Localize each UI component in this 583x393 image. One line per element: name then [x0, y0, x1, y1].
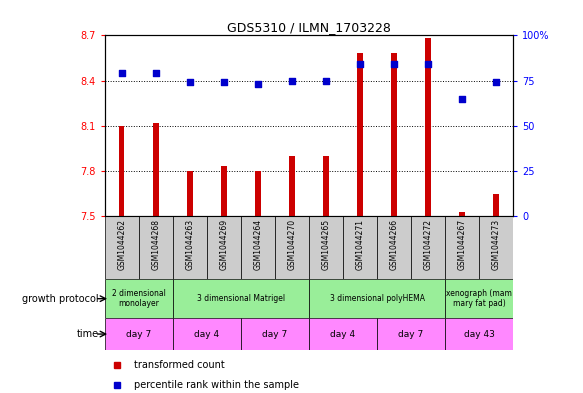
Bar	[275, 216, 309, 279]
Bar	[241, 216, 275, 279]
Bar	[309, 216, 343, 279]
Text: 3 dimensional polyHEMA: 3 dimensional polyHEMA	[329, 294, 424, 303]
Bar	[105, 216, 139, 279]
Bar	[207, 216, 241, 279]
Text: GSM1044266: GSM1044266	[389, 219, 399, 270]
Text: GSM1044267: GSM1044267	[458, 219, 466, 270]
Text: GSM1044270: GSM1044270	[287, 219, 297, 270]
Bar	[105, 318, 173, 350]
Bar	[377, 318, 445, 350]
Point	[355, 61, 365, 68]
Text: GSM1044265: GSM1044265	[321, 219, 331, 270]
Text: growth protocol: growth protocol	[23, 294, 99, 304]
Bar	[391, 53, 396, 216]
Text: 3 dimensional Matrigel: 3 dimensional Matrigel	[197, 294, 285, 303]
Bar	[120, 126, 125, 216]
Point	[491, 79, 501, 86]
Point	[219, 79, 229, 86]
Bar	[377, 216, 411, 279]
Text: day 4: day 4	[331, 330, 356, 338]
Bar	[187, 171, 192, 216]
Point	[253, 81, 262, 87]
Text: GSM1044273: GSM1044273	[491, 219, 501, 270]
Bar	[222, 166, 227, 216]
Point	[185, 79, 195, 86]
Text: GSM1044262: GSM1044262	[117, 219, 127, 270]
Text: GSM1044268: GSM1044268	[152, 219, 160, 270]
Text: 2 dimensional
monolayer: 2 dimensional monolayer	[112, 289, 166, 309]
Text: GSM1044264: GSM1044264	[254, 219, 262, 270]
Bar	[411, 216, 445, 279]
Text: day 7: day 7	[398, 330, 424, 338]
Point	[117, 70, 127, 77]
Bar	[445, 279, 513, 318]
Bar	[289, 156, 294, 216]
Point	[389, 61, 399, 68]
Bar	[459, 211, 465, 216]
Point	[321, 77, 331, 84]
Text: transformed count: transformed count	[134, 360, 225, 371]
Bar	[173, 216, 207, 279]
Bar	[153, 123, 159, 216]
Bar	[173, 279, 309, 318]
Text: GSM1044269: GSM1044269	[219, 219, 229, 270]
Bar	[309, 279, 445, 318]
Bar	[343, 216, 377, 279]
Bar	[173, 318, 241, 350]
Bar	[493, 193, 498, 216]
Bar	[426, 39, 431, 216]
Text: day 7: day 7	[262, 330, 287, 338]
Point	[287, 77, 297, 84]
Text: GSM1044272: GSM1044272	[423, 219, 433, 270]
Text: xenograph (mam
mary fat pad): xenograph (mam mary fat pad)	[446, 289, 512, 309]
Bar	[324, 156, 329, 216]
Bar	[241, 318, 309, 350]
Text: time: time	[77, 329, 99, 339]
Text: percentile rank within the sample: percentile rank within the sample	[134, 380, 299, 390]
Text: day 43: day 43	[463, 330, 494, 338]
Point	[457, 95, 466, 102]
Bar	[255, 171, 261, 216]
Point	[151, 70, 160, 77]
Bar	[139, 216, 173, 279]
Bar	[357, 53, 363, 216]
Text: day 7: day 7	[127, 330, 152, 338]
Text: GSM1044263: GSM1044263	[185, 219, 195, 270]
Point	[423, 61, 433, 68]
Text: GSM1044271: GSM1044271	[356, 219, 364, 270]
Bar	[105, 279, 173, 318]
Title: GDS5310 / ILMN_1703228: GDS5310 / ILMN_1703228	[227, 21, 391, 34]
Bar	[445, 216, 479, 279]
Text: day 4: day 4	[194, 330, 220, 338]
Bar	[479, 216, 513, 279]
Bar	[445, 318, 513, 350]
Bar	[309, 318, 377, 350]
